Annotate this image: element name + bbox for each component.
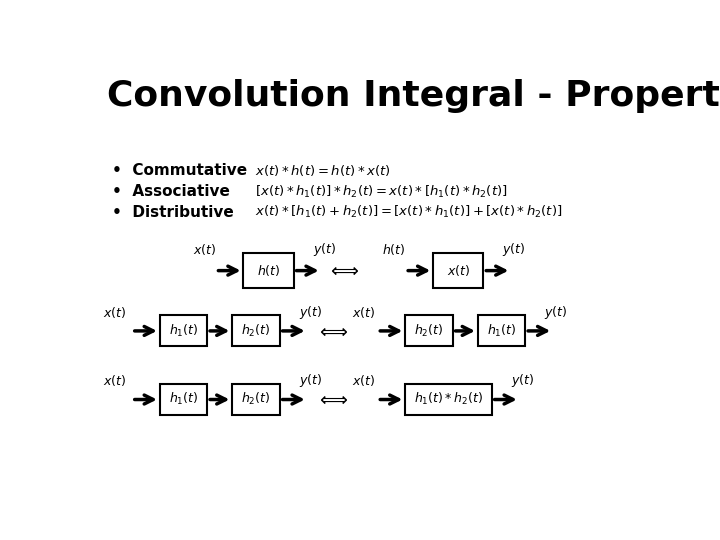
Text: $x(t)$: $x(t)$	[104, 373, 127, 388]
Bar	[233, 315, 280, 346]
Text: $h(t)$: $h(t)$	[382, 242, 406, 258]
Bar	[160, 315, 207, 346]
Text: $h_1(t)*h_2(t)$: $h_1(t)*h_2(t)$	[414, 392, 483, 407]
Bar	[233, 384, 280, 415]
Text: $[x(t)*h_1(t)]*h_2(t) = x(t)*[h_1(t)*h_2(t)]$: $[x(t)*h_1(t)]*h_2(t) = x(t)*[h_1(t)*h_2…	[255, 184, 507, 200]
Text: $x(t)$: $x(t)$	[446, 263, 470, 278]
Text: $\Longleftrightarrow$: $\Longleftrightarrow$	[328, 261, 360, 280]
Text: Convolution Integral - Properties: Convolution Integral - Properties	[107, 79, 720, 113]
Text: $h_2(t)$: $h_2(t)$	[241, 392, 271, 407]
Text: $x(t)*[h_1(t)+h_2(t)] = [x(t)*h_1(t)]+[x(t)*h_2(t)]$: $x(t)*[h_1(t)+h_2(t)] = [x(t)*h_1(t)]+[x…	[255, 204, 562, 220]
Text: $x(t)$: $x(t)$	[193, 242, 216, 258]
Text: $h_1(t)$: $h_1(t)$	[487, 323, 516, 339]
Text: $y(t)$: $y(t)$	[312, 241, 336, 258]
Text: $y(t)$: $y(t)$	[299, 303, 322, 321]
Text: $h_1(t)$: $h_1(t)$	[168, 392, 198, 407]
Bar	[405, 315, 453, 346]
Text: $x(t)$: $x(t)$	[104, 305, 127, 320]
Text: $x(t)$: $x(t)$	[352, 373, 375, 388]
Text: $x(t)*h(t) = h(t)*x(t)$: $x(t)*h(t) = h(t)*x(t)$	[255, 163, 390, 178]
Text: $x(t)$: $x(t)$	[352, 305, 375, 320]
Text: $h_2(t)$: $h_2(t)$	[241, 323, 271, 339]
Text: $\Longleftrightarrow$: $\Longleftrightarrow$	[316, 390, 349, 409]
Text: $h(t)$: $h(t)$	[257, 263, 280, 278]
Bar	[405, 384, 492, 415]
Bar	[478, 315, 525, 346]
Text: $y(t)$: $y(t)$	[503, 241, 526, 258]
Text: $y(t)$: $y(t)$	[299, 372, 322, 389]
Text: •  Associative: • Associative	[112, 184, 230, 199]
Text: $y(t)$: $y(t)$	[544, 303, 567, 321]
Text: •  Distributive: • Distributive	[112, 205, 234, 220]
Bar	[243, 253, 294, 288]
Bar	[433, 253, 483, 288]
Text: $\Longleftrightarrow$: $\Longleftrightarrow$	[316, 321, 349, 340]
Text: $h_1(t)$: $h_1(t)$	[168, 323, 198, 339]
Text: $y(t)$: $y(t)$	[510, 372, 534, 389]
Text: •  Commutative: • Commutative	[112, 163, 248, 178]
Bar	[160, 384, 207, 415]
Text: $h_2(t)$: $h_2(t)$	[414, 323, 444, 339]
